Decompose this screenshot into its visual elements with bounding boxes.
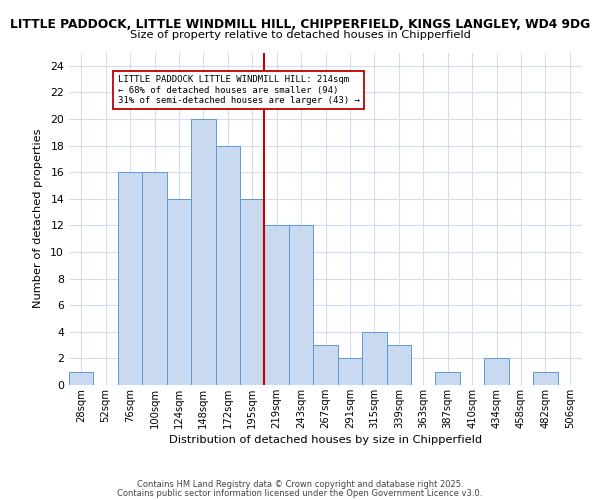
Bar xyxy=(118,172,142,385)
Bar xyxy=(69,372,94,385)
Bar xyxy=(289,226,313,385)
Bar xyxy=(265,226,289,385)
Text: Contains public sector information licensed under the Open Government Licence v3: Contains public sector information licen… xyxy=(118,488,482,498)
Text: LITTLE PADDOCK LITTLE WINDMILL HILL: 214sqm
← 68% of detached houses are smaller: LITTLE PADDOCK LITTLE WINDMILL HILL: 214… xyxy=(118,75,360,105)
Bar xyxy=(484,358,509,385)
Bar xyxy=(338,358,362,385)
Bar xyxy=(386,345,411,385)
Bar xyxy=(167,199,191,385)
Bar xyxy=(191,119,215,385)
Bar xyxy=(313,345,338,385)
Bar xyxy=(533,372,557,385)
X-axis label: Distribution of detached houses by size in Chipperfield: Distribution of detached houses by size … xyxy=(169,435,482,445)
Text: Size of property relative to detached houses in Chipperfield: Size of property relative to detached ho… xyxy=(130,30,470,40)
Bar xyxy=(142,172,167,385)
Text: LITTLE PADDOCK, LITTLE WINDMILL HILL, CHIPPERFIELD, KINGS LANGLEY, WD4 9DG: LITTLE PADDOCK, LITTLE WINDMILL HILL, CH… xyxy=(10,18,590,30)
Y-axis label: Number of detached properties: Number of detached properties xyxy=(34,129,43,308)
Bar xyxy=(436,372,460,385)
Bar xyxy=(362,332,386,385)
Bar xyxy=(240,199,265,385)
Bar xyxy=(215,146,240,385)
Text: Contains HM Land Registry data © Crown copyright and database right 2025.: Contains HM Land Registry data © Crown c… xyxy=(137,480,463,489)
